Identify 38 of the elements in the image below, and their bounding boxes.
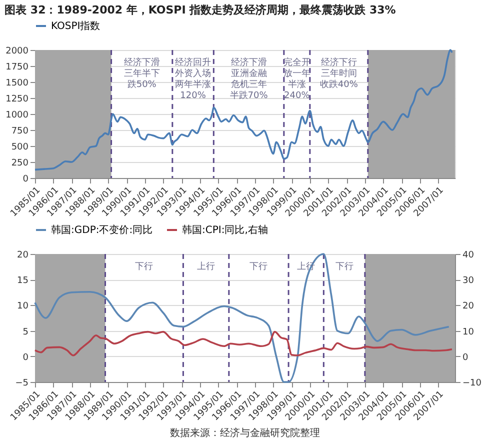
line-series: [34, 253, 450, 383]
annotation: 上行: [197, 261, 216, 272]
y-tick-label: 1000: [6, 110, 29, 120]
y2-tick-label: 10: [462, 327, 474, 338]
y-tick-label: 20: [17, 250, 29, 260]
annotation: 经济回升外资入场两年半涨120%: [175, 57, 212, 101]
y-tick-label: 10: [17, 302, 29, 312]
y2-tick-label: 40: [462, 250, 474, 260]
legend-label: 韩国:GDP:不变价:同比: [51, 224, 153, 236]
y-tick-label: 1500: [6, 78, 29, 88]
y-tick-label: 750: [11, 126, 29, 136]
y2-tick-label: 20: [462, 302, 474, 312]
y-tick-label: 15: [17, 276, 28, 286]
line-series: [34, 49, 453, 171]
source-note: 数据来源：经济与金融研究院整理: [170, 426, 320, 439]
line-series: [34, 330, 453, 356]
annotation: 下行: [335, 261, 354, 272]
annotation: 经济下滑亚洲金融危机三年半跌70%: [230, 57, 268, 101]
y-tick-label: 250: [11, 158, 29, 168]
annotation: 经济下行三年时间收跌40%: [320, 57, 358, 90]
y-tick-label: 0: [22, 352, 29, 363]
y-tick-label: 5: [22, 327, 28, 338]
annotation: 经济下滑三年半下跌50%: [124, 57, 160, 90]
legend-label: KOSPI指数: [51, 20, 100, 32]
annotation: 下行: [250, 261, 268, 272]
y-tick-label: 2000: [6, 46, 29, 56]
y2-tick-label: −10: [462, 378, 482, 388]
annotation: 下行: [135, 261, 154, 272]
y2-tick-label: 0: [462, 352, 468, 363]
y-tick-label: −5: [15, 378, 28, 388]
y-tick-label: 1750: [6, 62, 29, 72]
chart-title: 图表 32：1989-2002 年，KOSPI 指数走势及经济周期，最终震荡收跌 33%: [4, 4, 396, 16]
annotation: 完全开放一年半涨240%: [283, 57, 310, 101]
y-tick-label: 1250: [6, 94, 29, 104]
y-tick-label: 500: [11, 142, 29, 152]
legend-label: 韩国:CPI:同比,右轴: [182, 224, 268, 236]
y2-tick-label: 30: [462, 276, 474, 286]
y-tick-label: 0: [22, 174, 29, 184]
